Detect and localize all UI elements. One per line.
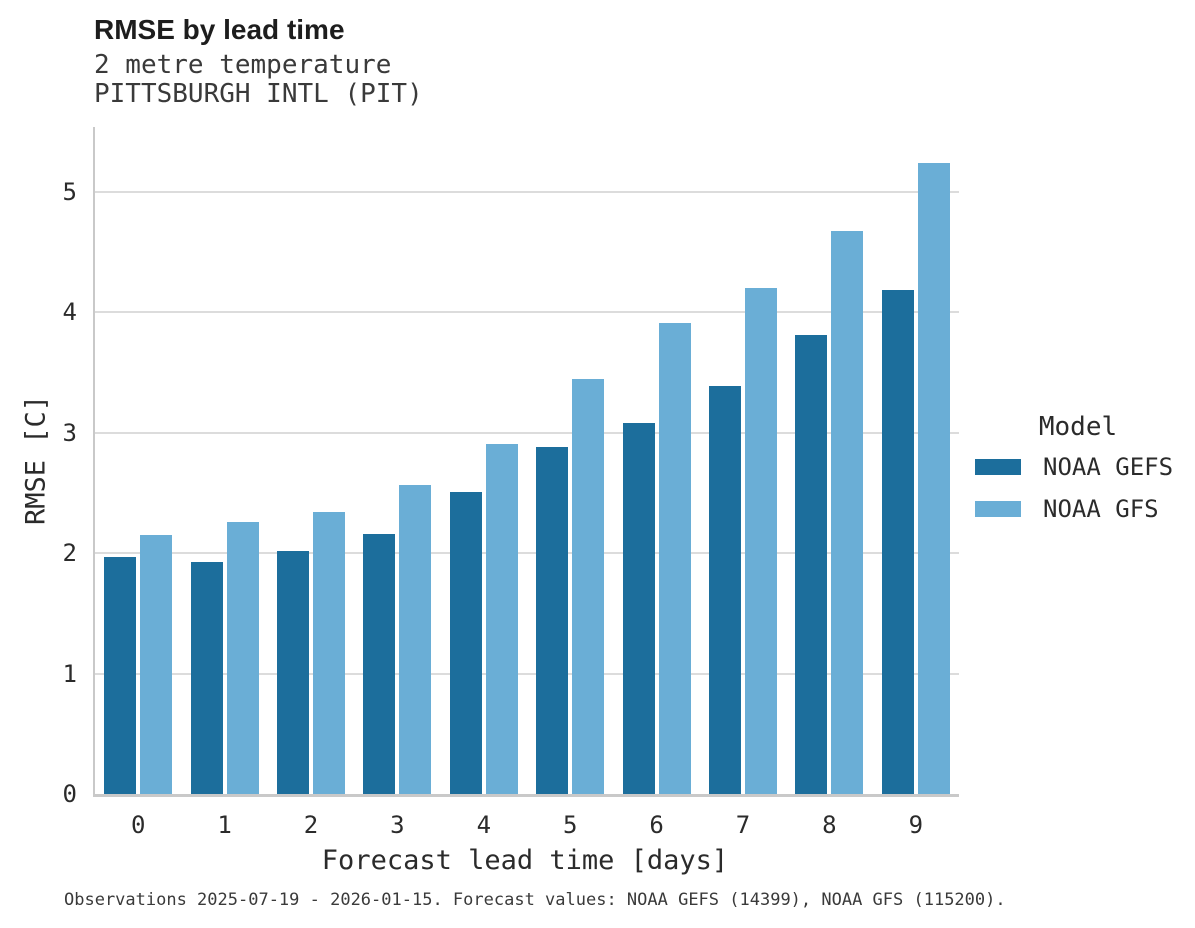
y-tick-3: 3 xyxy=(62,418,77,447)
bar-noaa-gfs-lead-3 xyxy=(399,485,432,794)
x-tick-2: 2 xyxy=(303,811,319,839)
legend: Model NOAA GEFS NOAA GFS xyxy=(966,412,1190,539)
bar-noaa-gefs-lead-3 xyxy=(363,534,396,794)
bar-noaa-gfs-lead-0 xyxy=(140,535,173,794)
bar-noaa-gfs-lead-8 xyxy=(831,231,864,794)
gridline-y-5 xyxy=(95,191,959,193)
x-tick-7: 7 xyxy=(735,811,751,839)
bar-noaa-gfs-lead-6 xyxy=(658,323,691,794)
legend-swatch-noaa-gefs xyxy=(975,459,1021,475)
bar-noaa-gefs-lead-5 xyxy=(536,447,569,794)
x-tick-3: 3 xyxy=(390,811,405,839)
bar-noaa-gfs-lead-5 xyxy=(572,379,605,794)
gridline-y-3 xyxy=(95,431,959,434)
bar-noaa-gefs-lead-4 xyxy=(449,492,482,794)
bar-noaa-gefs-lead-6 xyxy=(622,423,655,794)
y-tick-2: 2 xyxy=(62,539,77,568)
x-axis-label: Forecast lead time [days] xyxy=(321,845,729,876)
legend-label-noaa-gfs: NOAA GFS xyxy=(1043,495,1159,523)
x-tick-6: 6 xyxy=(649,811,664,839)
y-tick-1: 1 xyxy=(62,659,77,688)
caption: Observations 2025-07-19 - 2026-01-15. Fo… xyxy=(64,890,1006,910)
x-tick-1: 1 xyxy=(217,811,232,839)
bar-noaa-gfs-lead-2 xyxy=(313,512,345,794)
legend-label-noaa-gefs: NOAA GEFS xyxy=(1043,453,1174,481)
y-tick-0: 0 xyxy=(62,780,77,808)
y-tick-5: 5 xyxy=(62,178,77,206)
bar-noaa-gefs-lead-8 xyxy=(795,335,828,794)
legend-item-noaa-gefs: NOAA GEFS xyxy=(975,455,1190,479)
x-tick-8: 8 xyxy=(822,811,837,839)
legend-title: Model xyxy=(1038,412,1118,442)
legend-swatch-noaa-gfs xyxy=(975,501,1021,517)
bar-noaa-gfs-lead-1 xyxy=(226,522,259,794)
x-tick-4: 4 xyxy=(476,811,492,839)
legend-items: NOAA GEFS NOAA GFS xyxy=(966,455,1190,521)
y-axis-label: RMSE [C] xyxy=(20,394,52,526)
gridline-y-4 xyxy=(95,311,959,314)
bar-noaa-gfs-lead-9 xyxy=(917,163,950,794)
bar-noaa-gefs-lead-7 xyxy=(709,386,741,794)
gridline-y-1 xyxy=(95,672,959,675)
x-tick-9: 9 xyxy=(908,811,924,839)
chart-title: RMSE by lead time xyxy=(94,14,345,45)
plot-area: 0 1 2 3 4 5 0 1 2 3 4 5 6 7 8 9 xyxy=(63,127,959,837)
legend-item-noaa-gfs: NOAA GFS xyxy=(975,497,1190,521)
chart-subtitle-variable: 2 metre temperature xyxy=(94,50,392,80)
chart-subtitle-station: PITTSBURGH INTL (PIT) xyxy=(94,79,423,109)
gridline-y-2 xyxy=(95,552,959,555)
bar-noaa-gefs-lead-2 xyxy=(277,551,309,794)
x-tick-5: 5 xyxy=(562,811,578,839)
bar-noaa-gefs-lead-0 xyxy=(104,557,137,794)
bar-noaa-gefs-lead-9 xyxy=(881,290,914,794)
bar-noaa-gefs-lead-1 xyxy=(190,562,223,794)
bar-noaa-gfs-lead-7 xyxy=(745,288,777,794)
x-tick-0: 0 xyxy=(130,811,146,839)
bar-noaa-gfs-lead-4 xyxy=(485,444,518,794)
y-tick-4: 4 xyxy=(62,298,77,327)
